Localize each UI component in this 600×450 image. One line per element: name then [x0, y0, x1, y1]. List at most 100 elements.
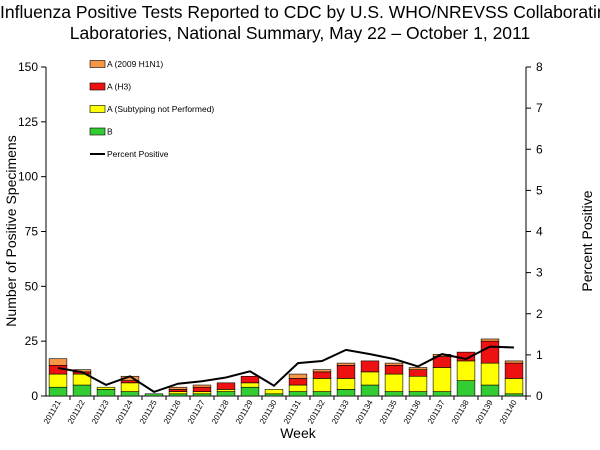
bar-segment [288, 384, 308, 392]
x-tick-label: 201123 [90, 398, 111, 426]
bar-segment [288, 391, 308, 397]
bar-segment [408, 375, 428, 392]
y-tick-label: 100 [18, 170, 38, 184]
x-tick-label: 201122 [66, 398, 87, 426]
bar-segment [240, 375, 260, 384]
x-tick-label: 201139 [474, 398, 495, 426]
bar-segment [480, 340, 500, 364]
bar-segment [480, 338, 500, 342]
y2-tick-label: 3 [536, 266, 543, 280]
legend: A (2009 H1N1) A (H3) A (Subtyping not Perf… [89, 59, 214, 159]
y-tick-label: 125 [18, 115, 38, 129]
chart-title-line-2: Laboratories, National Summary, May 22 –… [69, 23, 531, 43]
x-tick-label: 201136 [402, 398, 423, 426]
y2-tick-label: 5 [536, 183, 543, 197]
bar-segment [120, 391, 140, 397]
bar-segment [336, 389, 356, 397]
bar-segment [48, 386, 68, 397]
y2-tick-label: 2 [536, 307, 543, 321]
legend-label: A (H3) [107, 82, 131, 92]
axes-layer [41, 66, 531, 400]
bar-segment [264, 389, 284, 395]
bar-segment [408, 369, 428, 377]
y2-tick-label: 8 [536, 60, 543, 74]
bar-segment [96, 389, 116, 397]
bars-layer [48, 338, 524, 397]
x-tick-label: 201134 [354, 398, 375, 426]
bar-segment [456, 380, 476, 397]
legend-label: Percent Positive [107, 149, 169, 159]
x-tick-label: 201124 [114, 398, 135, 426]
bar-segment [504, 362, 524, 379]
x-tick-label: 201132 [306, 398, 327, 426]
x-tick-label: 201138 [450, 398, 471, 426]
bar-segment [240, 382, 260, 388]
bar-segment [168, 389, 188, 392]
y2-tick-label: 0 [536, 389, 543, 403]
y-tick-label: 150 [18, 60, 38, 74]
y-tick-label: 50 [25, 279, 39, 293]
legend-swatch [89, 127, 106, 136]
bar-segment [168, 393, 188, 397]
bar-segment [312, 391, 332, 397]
bar-segment [192, 391, 212, 395]
legend-label: B [107, 127, 113, 137]
percent-line-layer [57, 345, 515, 394]
y-tick-label: 0 [31, 389, 38, 403]
bar-segment [72, 384, 92, 397]
x-tick-label: 201126 [162, 398, 183, 426]
x-tick-label: 201121 [42, 398, 63, 426]
bar-segment [48, 358, 68, 366]
bar-segment [192, 393, 212, 397]
bar-segment [312, 371, 332, 379]
legend-swatch [89, 82, 106, 91]
bar-segment [504, 360, 524, 364]
bar-segment [504, 378, 524, 395]
x-tick-label: 201127 [186, 398, 207, 426]
bar-segment [480, 384, 500, 397]
bar-segment [288, 373, 308, 379]
bar-segment [96, 386, 116, 390]
bar-segment [216, 389, 236, 392]
bar-segment [192, 384, 212, 388]
bar-segment [216, 382, 236, 390]
x-tick-label: 201135 [378, 398, 399, 426]
bar-segment [432, 391, 452, 397]
x-tick-label: 201130 [258, 398, 279, 426]
y-axis-label: Number of Positive Specimens [3, 135, 19, 326]
x-tick-label: 201140 [498, 398, 519, 426]
legend-label: A (2009 H1N1) [107, 59, 163, 69]
bar-segment [216, 391, 236, 397]
x-axis-label: Week [280, 425, 317, 441]
bar-segment [408, 367, 428, 370]
x-tick-label: 201133 [330, 398, 351, 426]
x-tick-label: 201131 [282, 398, 303, 426]
legend-swatch [89, 105, 106, 113]
bar-segment [168, 391, 188, 395]
bar-segment [384, 362, 404, 366]
x-tick-label: 201125 [138, 398, 159, 426]
chart-title-line-1: Influenza Positive Tests Reported to CDC… [0, 2, 600, 22]
bar-segment [192, 386, 212, 392]
y2-tick-label: 7 [536, 101, 543, 115]
bar-segment [240, 386, 260, 397]
bar-segment [480, 362, 500, 386]
bar-segment [360, 360, 380, 373]
bar-segment [384, 373, 404, 392]
percent-positive-line [57, 345, 515, 394]
bar-segment [456, 360, 476, 381]
chart-title: Influenza Positive Tests Reported to CDC… [0, 2, 600, 44]
bar-segment [288, 378, 308, 386]
y2-axis-label: Percent Positive [579, 190, 595, 291]
bar-segment [336, 378, 356, 390]
legend-swatch [89, 60, 106, 68]
y2-tick-label: 1 [536, 348, 543, 362]
bar-segment [408, 391, 428, 397]
bar-segment [384, 364, 404, 375]
x-tick-label: 201137 [426, 398, 447, 426]
x-tick-label: 201129 [234, 398, 255, 426]
bar-segment [312, 378, 332, 392]
y2-tick-label: 4 [536, 225, 543, 239]
bar-segment [168, 386, 188, 390]
